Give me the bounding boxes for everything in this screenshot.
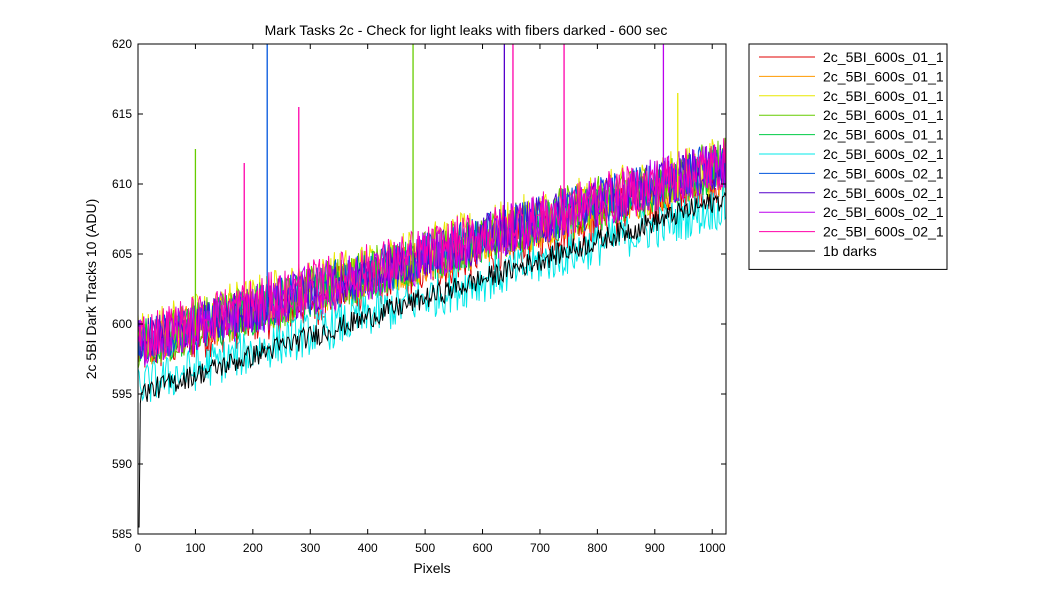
x-tick-label: 900	[645, 541, 665, 555]
x-tick-label: 500	[415, 541, 435, 555]
legend-label: 2c_5BI_600s_02_1	[823, 204, 944, 220]
x-tick-label: 200	[243, 541, 263, 555]
y-tick-label: 600	[112, 317, 132, 331]
series-line-11	[138, 191, 726, 528]
legend-label: 2c_5BI_600s_01_1	[823, 107, 944, 123]
y-tick-label: 605	[112, 247, 132, 261]
x-tick-label: 600	[473, 541, 493, 555]
series-group	[138, 44, 726, 528]
legend-label: 2c_5BI_600s_02_1	[823, 165, 944, 181]
legend-label: 1b darks	[823, 243, 877, 259]
y-tick-label: 595	[112, 387, 132, 401]
chart-title: Mark Tasks 2c - Check for light leaks wi…	[265, 22, 668, 38]
x-tick-label: 700	[530, 541, 550, 555]
plot-area	[138, 44, 726, 534]
y-tick-label: 610	[112, 177, 132, 191]
legend-label: 2c_5BI_600s_02_1	[823, 185, 944, 201]
series-line-10	[138, 137, 726, 361]
y-axis: 585 590 595 600 605 610 615 620	[112, 37, 726, 541]
legend-label: 2c_5BI_600s_02_1	[823, 224, 944, 240]
x-tick-label: 0	[135, 541, 142, 555]
legend-label: 2c_5BI_600s_01_1	[823, 88, 944, 104]
x-tick-label: 800	[587, 541, 607, 555]
y-tick-label: 590	[112, 457, 132, 471]
x-axis: 0 100 200 300 400 500 600 700 800 900 1000	[135, 44, 726, 555]
y-axis-label: 2c 5BI Dark Tracks 10 (ADU)	[83, 199, 99, 380]
x-tick-label: 400	[358, 541, 378, 555]
legend: 2c_5BI_600s_01_1 2c_5BI_600s_01_1 2c_5BI_6…	[748, 43, 948, 270]
x-tick-label: 100	[185, 541, 205, 555]
legend-label: 2c_5BI_600s_01_1	[823, 68, 944, 84]
x-axis-label: Pixels	[413, 560, 450, 576]
legend-label: 2c_5BI_600s_02_1	[823, 146, 944, 162]
x-tick-label: 1000	[699, 541, 726, 555]
legend-label: 2c_5BI_600s_01_1	[823, 127, 944, 143]
x-tick-label: 300	[300, 541, 320, 555]
y-tick-label: 615	[112, 107, 132, 121]
plot-frame	[137, 43, 727, 535]
y-tick-label: 585	[112, 527, 132, 541]
y-tick-label: 620	[112, 37, 132, 51]
legend-label: 2c_5BI_600s_01_1	[823, 49, 944, 65]
